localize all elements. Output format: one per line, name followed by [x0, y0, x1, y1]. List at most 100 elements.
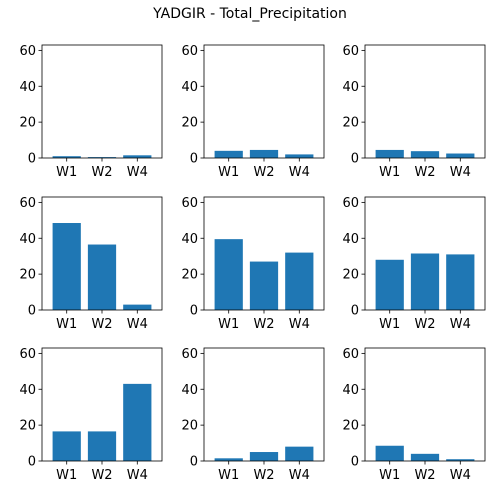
- x-tick-label: W4: [450, 468, 471, 483]
- y-tick-label: 40: [181, 232, 198, 247]
- y-tick-label: 40: [342, 80, 359, 95]
- y-tick-label: 60: [181, 44, 198, 59]
- axes-frame: [41, 347, 163, 462]
- x-tick-label: W4: [127, 165, 148, 180]
- x-tick-label: W1: [379, 165, 400, 180]
- subplot-9: W1 W2 W4 0 20 40 60: [342, 347, 486, 483]
- bar-w1: [214, 458, 243, 461]
- subplot-4: W1 W2 W4 0 20 40 60: [19, 196, 163, 332]
- bar-w2: [410, 151, 440, 158]
- subplot-7: W1 W2 W4 0 20 40 60: [19, 347, 163, 483]
- x-tick-label: W4: [450, 317, 471, 332]
- bar-w4: [285, 154, 314, 158]
- bar-w4: [446, 459, 475, 461]
- y-tick-label: 60: [342, 44, 359, 59]
- axes-frame: [41, 44, 163, 159]
- y-tick-label: 40: [19, 80, 36, 95]
- bar-w2: [87, 431, 117, 461]
- y-tick-label: 0: [190, 304, 198, 319]
- subplot-8: W1 W2 W4 0 20 40 60: [181, 347, 325, 483]
- subplot-2: W1 W2 W4 0 20 40 60: [181, 44, 325, 180]
- x-tick-label: W4: [450, 165, 471, 180]
- x-tick-label: W1: [218, 468, 239, 483]
- y-tick-label: 20: [342, 268, 359, 283]
- y-tick-label: 60: [342, 196, 359, 211]
- bar-w2: [87, 244, 117, 310]
- x-tick-label: W1: [56, 317, 77, 332]
- axes-frame: [203, 44, 325, 159]
- bar-w1: [214, 150, 243, 158]
- bar-w4: [123, 155, 152, 158]
- x-tick-label: W2: [253, 317, 274, 332]
- x-tick-label: W2: [414, 317, 435, 332]
- y-tick-label: 60: [19, 196, 36, 211]
- bar-w2: [249, 261, 279, 310]
- y-tick-label: 40: [19, 383, 36, 398]
- x-tick-label: W4: [289, 317, 310, 332]
- axes-frame: [41, 196, 163, 311]
- y-tick-label: 0: [190, 152, 198, 167]
- y-tick-label: 0: [351, 455, 359, 470]
- bar-w4: [285, 252, 314, 310]
- bar-w1: [375, 445, 404, 461]
- y-tick-label: 60: [181, 196, 198, 211]
- y-tick-label: 20: [181, 268, 198, 283]
- x-tick-label: W1: [56, 165, 77, 180]
- bar-w2: [410, 453, 440, 461]
- y-tick-label: 20: [181, 419, 198, 434]
- x-tick-label: W2: [91, 165, 112, 180]
- axes-frame: [364, 44, 486, 159]
- bar-w1: [214, 239, 243, 310]
- y-tick-label: 20: [19, 116, 36, 131]
- subplot-5: W1 W2 W4 0 20 40 60: [181, 196, 325, 332]
- x-tick-label: W2: [91, 468, 112, 483]
- y-tick-label: 0: [28, 455, 36, 470]
- bar-w1: [52, 431, 81, 461]
- chart-title: YADGIR - Total_Precipitation: [153, 6, 347, 22]
- bar-w4: [446, 153, 475, 158]
- x-tick-label: W2: [253, 165, 274, 180]
- y-tick-label: 20: [342, 116, 359, 131]
- bar-w2: [410, 253, 440, 310]
- x-tick-label: W2: [91, 317, 112, 332]
- x-tick-label: W4: [127, 468, 148, 483]
- y-tick-label: 0: [28, 152, 36, 167]
- y-tick-label: 20: [19, 419, 36, 434]
- y-tick-label: 40: [181, 80, 198, 95]
- axes-frame: [364, 196, 486, 311]
- bar-w4: [285, 446, 314, 461]
- y-tick-label: 60: [19, 347, 36, 362]
- y-tick-label: 0: [28, 304, 36, 319]
- x-tick-label: W1: [56, 468, 77, 483]
- subplot-1: W1 W2 W4 0 20 40 60: [19, 44, 163, 180]
- bar-w2: [249, 452, 279, 461]
- subplot-3: W1 W2 W4 0 20 40 60: [342, 44, 486, 180]
- x-tick-label: W4: [289, 468, 310, 483]
- axes-frame: [203, 196, 325, 311]
- y-tick-label: 0: [190, 455, 198, 470]
- y-tick-label: 40: [19, 232, 36, 247]
- y-tick-label: 20: [342, 419, 359, 434]
- bar-w4: [446, 254, 475, 310]
- y-tick-label: 0: [351, 304, 359, 319]
- bar-w2: [87, 157, 117, 158]
- y-tick-label: 20: [19, 268, 36, 283]
- bar-w1: [375, 259, 404, 310]
- subplot-6: W1 W2 W4 0 20 40 60: [342, 196, 486, 332]
- x-tick-label: W1: [379, 468, 400, 483]
- axes-frame: [203, 347, 325, 462]
- x-tick-label: W2: [414, 165, 435, 180]
- y-tick-label: 40: [181, 383, 198, 398]
- x-tick-label: W1: [379, 317, 400, 332]
- x-tick-label: W2: [414, 468, 435, 483]
- y-tick-label: 40: [342, 383, 359, 398]
- y-tick-label: 60: [342, 347, 359, 362]
- x-tick-label: W1: [218, 165, 239, 180]
- y-tick-label: 40: [342, 232, 359, 247]
- bar-w4: [123, 304, 152, 310]
- x-tick-label: W1: [218, 317, 239, 332]
- bar-w1: [375, 149, 404, 158]
- bar-w4: [123, 383, 152, 461]
- y-tick-label: 60: [181, 347, 198, 362]
